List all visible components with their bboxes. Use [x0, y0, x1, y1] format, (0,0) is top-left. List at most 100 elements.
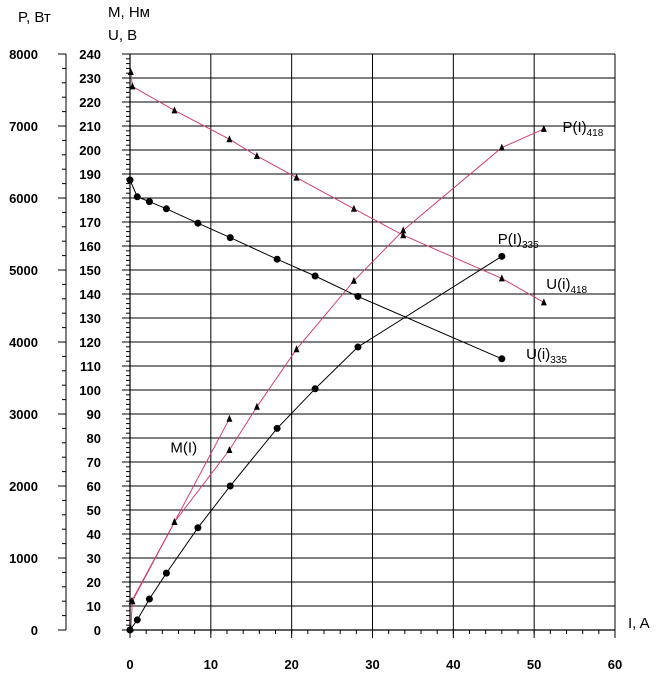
x-tick-label-2: 20	[284, 657, 298, 672]
curve-label-0: P(I)418	[562, 119, 603, 139]
mu-tick-label-2: 20	[87, 575, 101, 590]
power-tick-label-6: 6000	[9, 191, 38, 206]
mu-tick-label-1: 10	[87, 599, 101, 614]
mu-tick-label-7: 70	[87, 455, 101, 470]
curve-label-2: U(i)418	[546, 276, 587, 296]
grid	[129, 53, 616, 631]
point-u-i-418-1	[129, 82, 136, 90]
mu-tick-label-17: 170	[79, 215, 101, 230]
curve-label-3: U(i)335	[526, 346, 567, 366]
axes: 0 10 20 30 40 50 60 0 10 20 30 40 50 60 70 80 90 100 110 12…	[9, 47, 622, 672]
point-u-i-418-0	[127, 68, 134, 75]
x-tick-label-0: 0	[126, 657, 133, 672]
point-p-i-418-7	[400, 226, 407, 234]
curve-label-subscript-3: 335	[550, 355, 567, 366]
mu-tick-label-19: 190	[79, 167, 101, 182]
mu-tick-label-0: 0	[94, 623, 101, 638]
mu-tick-label-6: 60	[87, 479, 101, 494]
point-p-i-335-6	[273, 424, 281, 432]
x-tick-label-5: 50	[527, 657, 541, 672]
power-tick-label-7: 7000	[9, 119, 38, 134]
point-u-i-335-9	[498, 355, 506, 363]
point-u-i-335-4	[194, 219, 202, 227]
curve-label-subscript-0: 418	[587, 128, 604, 139]
point-u-i-335-7	[311, 272, 319, 280]
series-line-u-i-418	[130, 71, 545, 303]
point-u-i-418-7	[400, 231, 407, 239]
x-tick-label-4: 40	[446, 657, 460, 672]
mu-tick-label-23: 230	[79, 71, 101, 86]
point-p-i-335-0	[126, 626, 134, 634]
mu-tick-label-11: 110	[80, 359, 101, 374]
mu-tick-label-24: 240	[79, 47, 101, 62]
point-u-i-418-2	[171, 106, 178, 114]
point-p-i-335-2	[145, 595, 153, 603]
point-p-i-335-7	[311, 385, 319, 393]
mu-tick-label-12: 120	[79, 335, 101, 350]
point-u-i-335-6	[273, 255, 281, 263]
point-u-i-335-8	[354, 292, 362, 300]
mu-tick-label-15: 150	[79, 263, 101, 278]
mu-tick-label-3: 30	[87, 551, 101, 566]
point-u-i-418-4	[253, 152, 260, 159]
mu-tick-label-22: 220	[79, 95, 101, 110]
power-tick-label-0: 0	[31, 623, 38, 638]
mu-tick-label-21: 210	[79, 119, 101, 134]
mu-tick-label-9: 90	[87, 407, 101, 422]
power-tick-label-3: 3000	[9, 407, 38, 422]
curve-label-4: M(I)	[170, 439, 197, 456]
x-tick-label-3: 30	[365, 657, 379, 672]
point-p-i-335-4	[194, 524, 202, 532]
point-p-i-418-8	[498, 143, 505, 151]
series-line-p-i-335	[129, 255, 503, 631]
y-axis-title-voltage: U, В	[108, 27, 137, 44]
point-u-i-418-3	[226, 135, 233, 143]
point-u-i-418-9	[540, 298, 547, 306]
power-tick-label-8: 8000	[9, 47, 38, 62]
point-u-i-418-8	[498, 274, 505, 282]
point-u-i-335-3	[162, 205, 170, 213]
mu-tick-label-14: 140	[79, 287, 101, 302]
mu-tick-label-8: 80	[87, 431, 101, 446]
point-u-i-418-6	[350, 204, 357, 212]
power-tick-label-1: 1000	[9, 551, 38, 566]
mu-tick-label-5: 50	[87, 503, 101, 518]
point-p-i-418-3	[226, 446, 233, 453]
point-p-i-418-6	[350, 276, 357, 284]
point-u-i-335-5	[226, 234, 234, 242]
mu-tick-label-4: 40	[87, 527, 101, 542]
point-p-i-418-5	[293, 345, 300, 353]
point-m-i-m-2	[226, 414, 233, 422]
power-tick-label-4: 4000	[9, 335, 38, 350]
x-tick-label-6: 60	[608, 657, 622, 672]
series-line-p-i-418	[130, 128, 545, 629]
curve-label-subscript-1: 335	[522, 240, 539, 251]
point-p-i-418-9	[540, 124, 547, 132]
mu-tick-label-16: 160	[79, 239, 101, 254]
series-layer	[126, 68, 547, 634]
series-line-u-i-335	[129, 179, 502, 360]
point-p-i-335-3	[162, 569, 170, 577]
point-u-i-335-2	[145, 198, 153, 206]
point-m-i-m-0	[128, 597, 135, 605]
x-tick-label-1: 10	[204, 657, 218, 672]
point-p-i-418-4	[253, 402, 260, 410]
power-tick-label-5: 5000	[9, 263, 38, 278]
mu-tick-label-20: 200	[79, 143, 101, 158]
point-p-i-335-8	[354, 343, 362, 351]
y-axis-title-torque: М, Нм	[108, 4, 150, 21]
point-p-i-335-1	[133, 616, 141, 624]
point-m-i-m-1	[171, 518, 178, 525]
mu-tick-label-10: 100	[79, 383, 101, 398]
power-tick-label-2: 2000	[9, 479, 38, 494]
curve-label-1: P(I)335	[498, 231, 539, 251]
point-u-i-335-1	[133, 193, 141, 201]
point-u-i-418-5	[293, 173, 300, 181]
mu-tick-label-18: 180	[79, 191, 101, 206]
point-p-i-335-5	[226, 482, 234, 490]
curve-label-subscript-2: 418	[570, 285, 587, 296]
x-axis-title: I, A	[628, 615, 650, 632]
point-p-i-335-9	[498, 252, 506, 260]
point-u-i-335-0	[126, 176, 134, 184]
